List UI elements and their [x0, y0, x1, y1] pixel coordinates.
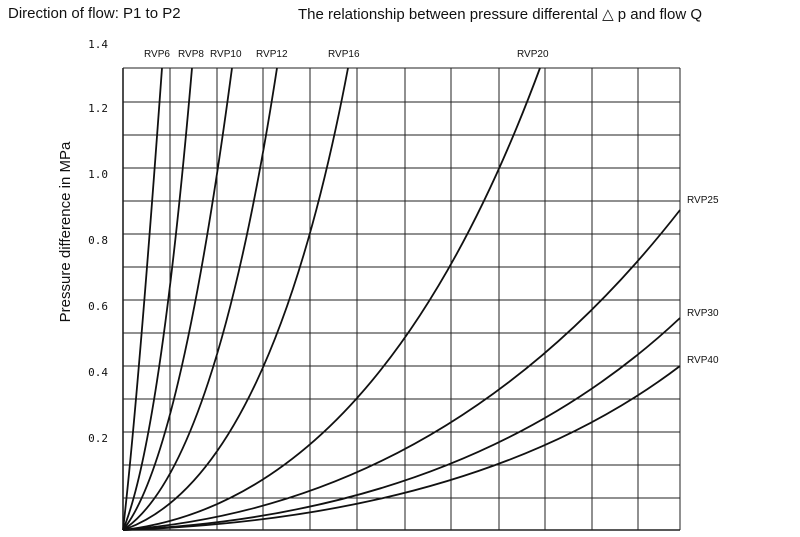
y-tick-label: 1.0 [88, 168, 108, 181]
series-line-rvp25 [122, 209, 681, 531]
y-tick-label: 0.8 [88, 234, 108, 247]
chart-series [122, 67, 681, 531]
y-axis-ticks: 1.4 1.2 1.0 0.8 0.6 0.4 0.2 [88, 38, 108, 445]
y-tick-label: 1.2 [88, 102, 108, 115]
series-label-rvp12: RVP12 [256, 49, 288, 60]
y-tick-label: 0.4 [88, 366, 108, 379]
series-label-rvp20: RVP20 [517, 49, 549, 60]
y-axis-label: Pressure difference in MPa [57, 141, 74, 322]
y-tick-label: 0.2 [88, 432, 108, 445]
series-label-rvp6: RVP6 [144, 49, 170, 60]
series-labels: RVP6 RVP8 RVP10 RVP12 RVP16 RVP20 RVP25 RVP30 RV… [144, 49, 719, 366]
chart-title: The relationship between pressure differ… [298, 6, 702, 23]
series-line-rvp30 [122, 317, 681, 531]
series-label-rvp30: RVP30 [687, 308, 719, 319]
series-line-rvp12 [122, 67, 278, 531]
y-tick-label: 1.4 [88, 38, 108, 51]
series-label-rvp16: RVP16 [328, 49, 360, 60]
series-line-rvp10 [122, 67, 233, 531]
series-line-rvp8 [122, 67, 193, 531]
y-tick-label: 0.6 [88, 300, 108, 313]
chart-grid [122, 67, 681, 531]
series-line-rvp16 [122, 67, 349, 531]
series-line-rvp20 [122, 67, 541, 531]
series-label-rvp25: RVP25 [687, 195, 719, 206]
series-line-rvp6 [122, 67, 163, 531]
header-flow-direction: Direction of flow: P1 to P2 [8, 5, 181, 22]
series-label-rvp10: RVP10 [210, 49, 242, 60]
series-line-rvp40 [122, 365, 681, 531]
series-label-rvp8: RVP8 [178, 49, 204, 60]
series-label-rvp40: RVP40 [687, 355, 719, 366]
